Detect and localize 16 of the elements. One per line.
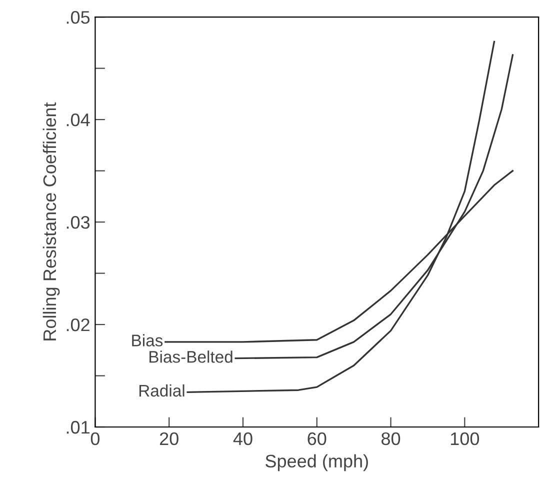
- x-axis-title: Speed (mph): [266, 454, 368, 472]
- y-tick-label: .03: [66, 216, 90, 229]
- series-label: Bias: [132, 334, 163, 346]
- x-tick-label: 20: [160, 432, 178, 446]
- x-tick-label: 100: [450, 432, 480, 446]
- y-axis-title: Rolling Resistance Coefficient: [42, 102, 60, 340]
- series-label: Radial: [139, 384, 184, 397]
- y-tick-label: .01: [66, 420, 90, 434]
- y-tick-label: .05: [66, 11, 90, 24]
- x-tick-label: 40: [233, 432, 252, 446]
- x-tick-label: 80: [382, 432, 400, 446]
- series-label: Bias-Belted: [150, 350, 232, 363]
- x-tick-label: 0: [90, 432, 100, 446]
- y-tick-label: .04: [66, 113, 90, 126]
- y-tick-label: .02: [66, 318, 90, 332]
- x-tick-label: 60: [308, 432, 326, 446]
